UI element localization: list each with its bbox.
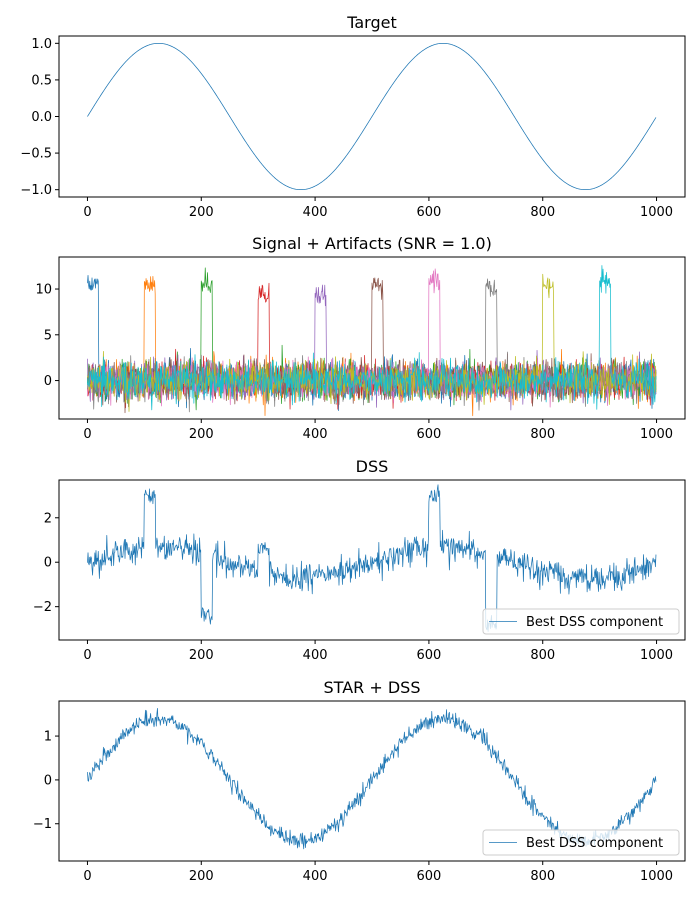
legend-label: Best DSS component <box>526 836 663 851</box>
legend: Best DSS component <box>482 608 680 635</box>
y-tick-label: −0.5 <box>20 147 52 162</box>
x-tick-label: 200 <box>189 205 214 220</box>
series-line-0 <box>87 708 657 850</box>
x-tick-label: 400 <box>303 427 328 442</box>
y-tick-label: −1.0 <box>20 183 52 198</box>
axes-frame <box>58 700 686 862</box>
x-tick-label: 200 <box>189 869 214 884</box>
axes-frame <box>58 256 686 420</box>
x-tick-label: 600 <box>416 869 441 884</box>
x-tick-label: 600 <box>416 427 441 442</box>
x-tick-label: 1000 <box>640 869 673 884</box>
x-tick-label: 200 <box>189 427 214 442</box>
series-group <box>87 42 657 191</box>
x-tick-label: 0 <box>83 427 91 442</box>
y-tick-label: 10 <box>35 283 52 298</box>
x-tick-label: 800 <box>530 205 555 220</box>
y-tick-label: −1 <box>33 817 52 832</box>
series-line-0 <box>87 484 657 632</box>
x-tick-label: 1000 <box>640 648 673 663</box>
y-tick-label: 0 <box>44 374 52 389</box>
x-tick-label: 600 <box>416 648 441 663</box>
series-group <box>87 265 657 417</box>
y-tick-label: 0.0 <box>31 110 52 125</box>
panel-title: DSS <box>356 457 389 476</box>
legend-label: Best DSS component <box>526 615 663 630</box>
panel-title: STAR + DSS <box>324 678 421 697</box>
x-tick-label: 400 <box>303 205 328 220</box>
panel-title: Target <box>346 13 397 32</box>
panel-target: Target 0 200 400 600 800 1000 −1.0 −0.5 0.0 0.5 1.… <box>20 13 686 220</box>
series-line-0 <box>87 42 657 191</box>
legend: Best DSS component <box>482 829 680 856</box>
x-tick-label: 400 <box>303 869 328 884</box>
x-tick-label: 0 <box>83 869 91 884</box>
y-tick-label: 2 <box>44 511 52 526</box>
x-tick-label: 1000 <box>640 205 673 220</box>
legend-box <box>482 829 680 856</box>
x-tick-label: 800 <box>530 648 555 663</box>
axes-frame <box>58 479 686 641</box>
panel-title: Signal + Artifacts (SNR = 1.0) <box>252 234 492 253</box>
series-line-8 <box>87 273 657 412</box>
x-tick-label: 200 <box>189 648 214 663</box>
series-group <box>87 708 657 850</box>
x-tick-label: 800 <box>530 869 555 884</box>
x-tick-label: 800 <box>530 427 555 442</box>
x-tick-label: 1000 <box>640 427 673 442</box>
y-tick-label: 1 <box>44 730 52 745</box>
y-tick-label: 0 <box>44 556 52 571</box>
y-tick-label: 1.0 <box>31 37 52 52</box>
x-tick-label: 400 <box>303 648 328 663</box>
panel-dss: DSS 0 200 400 600 800 1000 −2 0 2 Best DSS compon… <box>33 457 686 663</box>
panel-signal-artifacts: Signal + Artifacts (SNR = 1.0) 0 200 400 60… <box>35 234 686 442</box>
legend-box <box>482 608 680 635</box>
y-tick-label: 0.5 <box>31 73 52 88</box>
y-tick-label: 0 <box>44 773 52 788</box>
series-line-9 <box>87 265 657 411</box>
x-tick-label: 0 <box>83 648 91 663</box>
y-tick-label: 5 <box>44 328 52 343</box>
x-tick-label: 0 <box>83 205 91 220</box>
x-tick-label: 600 <box>416 205 441 220</box>
panel-star-dss: STAR + DSS 0 200 400 600 800 1000 −1 0 1 Best DSS… <box>33 678 686 884</box>
y-tick-label: −2 <box>33 600 52 615</box>
series-group <box>87 484 657 632</box>
